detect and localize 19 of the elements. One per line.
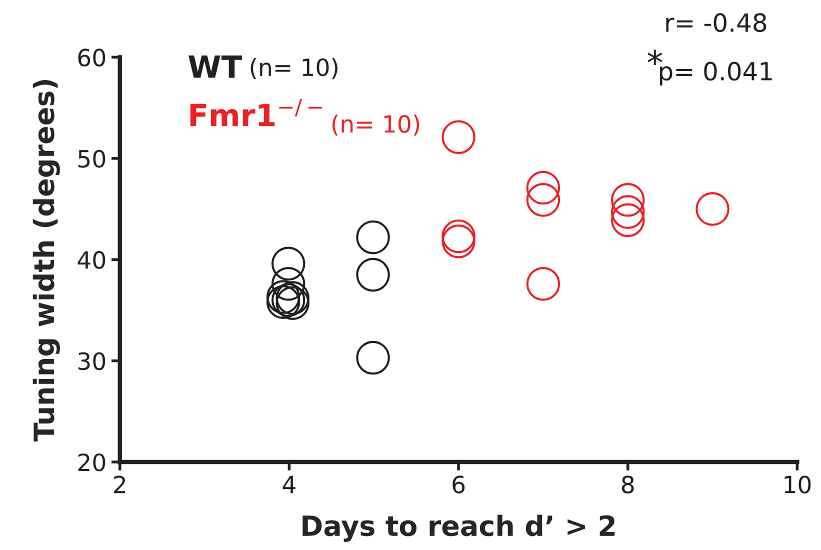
y-tick-label: 20 (78, 453, 106, 472)
y-tick-label: 60 (78, 48, 106, 67)
annotation: p= 0.041 (660, 62, 772, 86)
y-axis-title: Tuning width (degrees) (32, 80, 60, 442)
x-tick-label: 4 (282, 476, 296, 494)
x-tick-label: 10 (784, 476, 811, 494)
x-axis-title: Days to reach d’ > 2 (302, 514, 615, 542)
y-tick-label: 40 (78, 251, 106, 269)
x-tick-label: 8 (622, 476, 634, 494)
text: WT (188, 56, 242, 78)
annotation: * (648, 50, 662, 65)
text: r= -0.48 (666, 13, 766, 32)
y-tick-label: 30 (78, 352, 106, 370)
x-tick-label: 6 (452, 476, 465, 494)
text: Fmr1$^{−/−}$ (190, 98, 322, 126)
y-tick-label: 50 (78, 150, 106, 168)
annotation: (n= 10) (332, 114, 420, 136)
annotation: (n= 10) (250, 58, 338, 79)
x-tick-label: 2 (114, 476, 126, 494)
